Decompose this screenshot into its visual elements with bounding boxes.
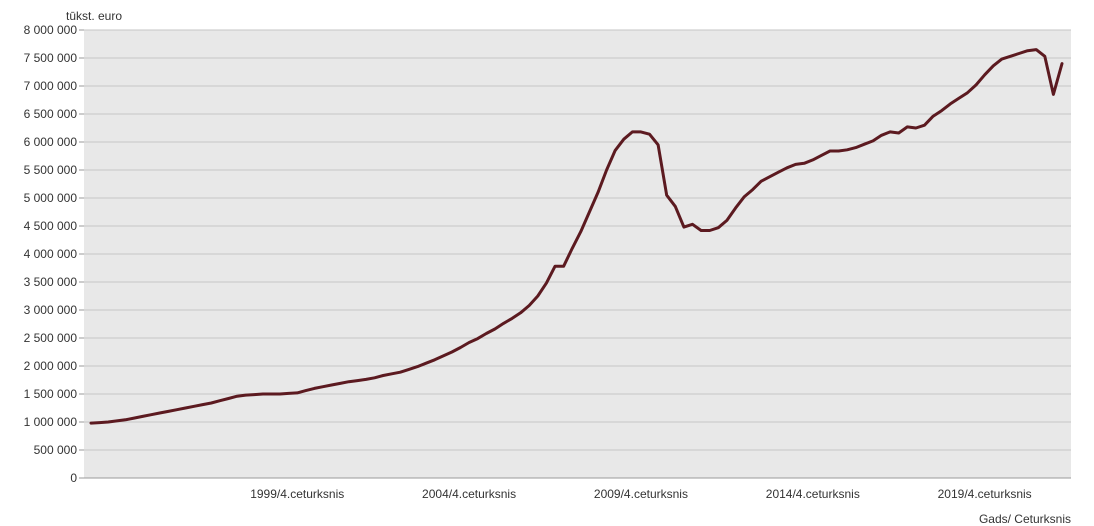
x-axis: 1999/4.ceturksnis 2004/4.ceturksnis 2009/4… xyxy=(250,487,1031,501)
y-tick-label: 2 000 000 xyxy=(24,359,78,373)
x-tick-label: 2019/4.ceturksnis xyxy=(938,487,1032,501)
y-tick-label: 2 500 000 xyxy=(24,331,78,345)
x-axis-title: Gads/ Ceturksnis xyxy=(979,512,1071,526)
y-tick-label: 8 000 000 xyxy=(24,23,78,37)
y-tick-label: 6 000 000 xyxy=(24,135,78,149)
series-line xyxy=(89,48,1064,425)
y-tick-label: 4 000 000 xyxy=(24,247,78,261)
y-tick-label: 5 500 000 xyxy=(24,163,78,177)
x-tick-label: 2004/4.ceturksnis xyxy=(422,487,516,501)
y-axis: 0 500 000 1 000 000 1 500 000 2 000 000 2 500… xyxy=(24,23,84,485)
y-tick-label: 500 000 xyxy=(34,443,78,457)
x-tick-label: 1999/4.ceturksnis xyxy=(250,487,344,501)
y-tick-label: 1 000 000 xyxy=(24,415,78,429)
y-tick-label: 4 500 000 xyxy=(24,219,78,233)
y-axis-title: tūkst. euro xyxy=(66,9,122,23)
y-tick-label: 0 xyxy=(70,471,77,485)
y-tick-label: 1 500 000 xyxy=(24,387,78,401)
y-tick-label: 7 500 000 xyxy=(24,51,78,65)
x-tick-label: 2014/4.ceturksnis xyxy=(766,487,860,501)
y-tick-label: 5 000 000 xyxy=(24,191,78,205)
x-tick-label: 2009/4.ceturksnis xyxy=(594,487,688,501)
y-tick-label: 3 500 000 xyxy=(24,275,78,289)
y-tick-label: 6 500 000 xyxy=(24,107,78,121)
y-tick-label: 7 000 000 xyxy=(24,79,78,93)
y-tick-label: 3 000 000 xyxy=(24,303,78,317)
